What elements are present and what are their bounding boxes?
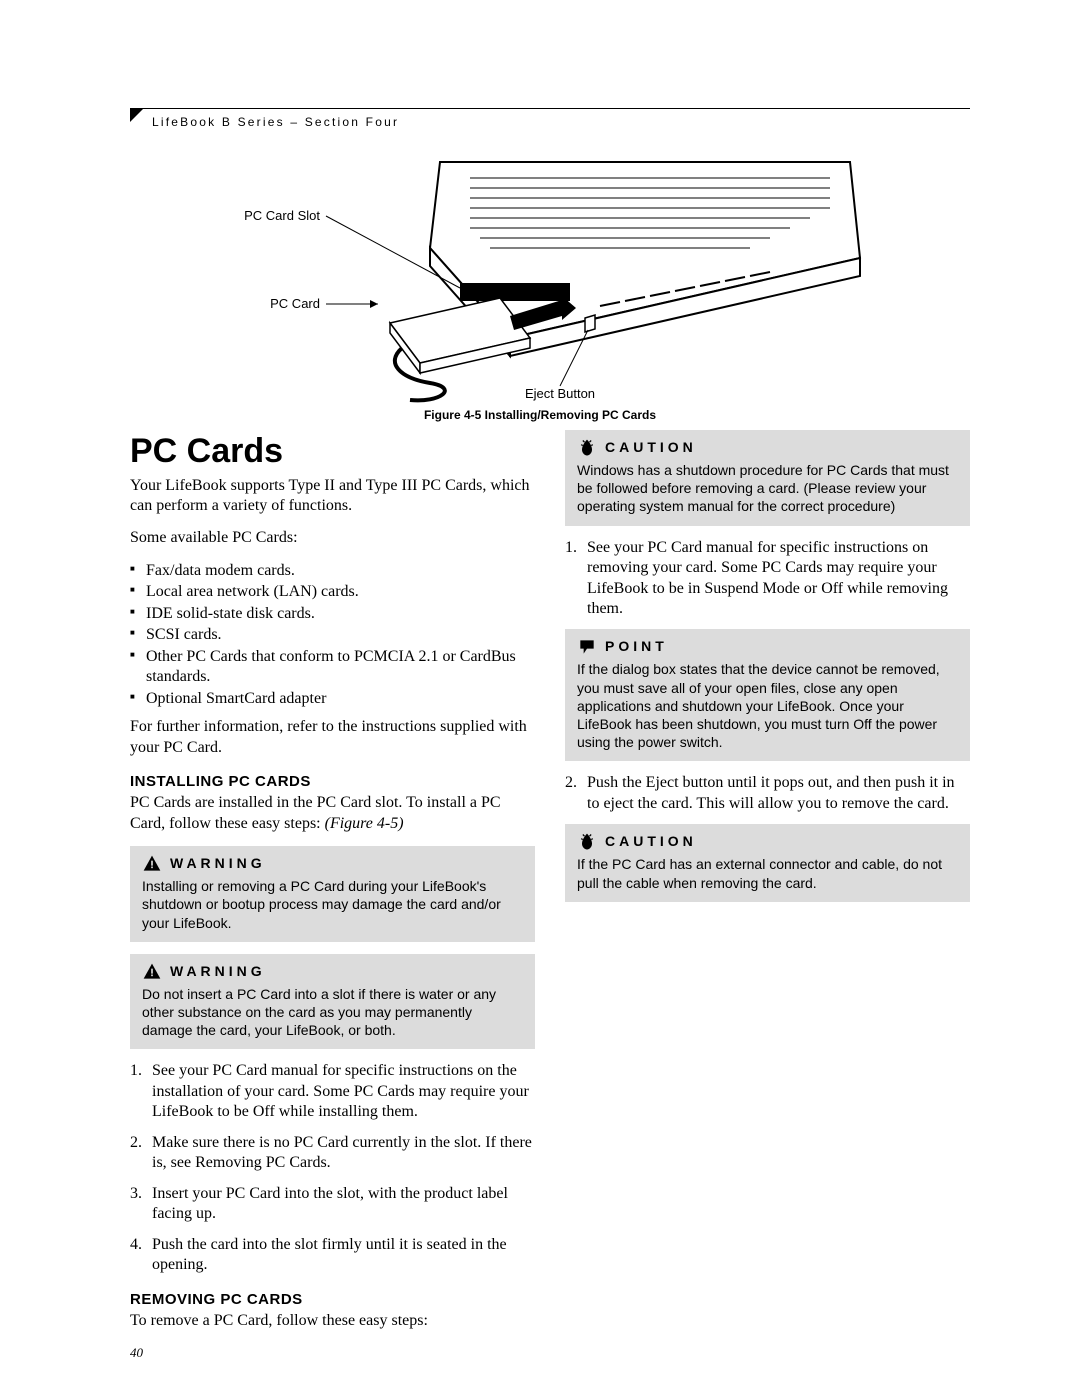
warning-label: WARNING [170, 963, 266, 981]
point-callout: POINT If the dialog box states that the … [565, 629, 970, 761]
post-bullets: For further information, refer to the in… [130, 717, 535, 758]
caution-body: If the PC Card has an external connector… [577, 855, 958, 891]
list-item: IDE solid-state disk cards. [130, 604, 535, 624]
manual-page: LifeBook B Series – Section Four [0, 0, 1080, 1397]
install-heading: INSTALLING PC CARDS [130, 772, 535, 791]
figure-area: PC Card Slot PC Card Eject Button [130, 148, 970, 418]
remove-step-1: See your PC Card manual for specific ins… [565, 538, 970, 620]
warning-icon [142, 962, 162, 982]
warning-icon [142, 854, 162, 874]
list-item: SCSI cards. [130, 625, 535, 645]
list-item: See your PC Card manual for specific ins… [130, 1061, 535, 1122]
header-rule [130, 108, 970, 109]
remove-step-2: Push the Eject button until it pops out,… [565, 773, 970, 814]
caution-body: Windows has a shutdown procedure for PC … [577, 461, 958, 516]
intro-text: Your LifeBook supports Type II and Type … [130, 476, 535, 517]
page-number: 40 [130, 1345, 143, 1361]
point-body: If the dialog box states that the device… [577, 660, 958, 751]
bullet-list: Fax/data modem cards. Local area network… [130, 561, 535, 709]
running-head: LifeBook B Series – Section Four [152, 115, 399, 129]
figure-illustration: PC Card Slot PC Card Eject Button [130, 148, 970, 418]
list-item: Local area network (LAN) cards. [130, 582, 535, 602]
list-item: See your PC Card manual for specific ins… [565, 538, 970, 620]
caution-callout: CAUTION If the PC Card has an external c… [565, 824, 970, 901]
list-item: Make sure there is no PC Card currently … [130, 1133, 535, 1174]
warning-label: WARNING [170, 855, 266, 873]
remove-heading: REMOVING PC CARDS [130, 1290, 535, 1309]
point-label: POINT [605, 638, 668, 656]
fig-label-slot: PC Card Slot [244, 208, 320, 223]
warning-body: Do not insert a PC Card into a slot if t… [142, 985, 523, 1040]
figure-ref: (Figure 4-5) [325, 815, 404, 832]
intro-text: PC Cards are installed in the PC Card sl… [130, 794, 501, 831]
caution-icon [577, 832, 597, 852]
list-item: Push the Eject button until it pops out,… [565, 773, 970, 814]
install-steps-34: Insert your PC Card into the slot, with … [130, 1184, 535, 1276]
warning-callout: WARNING Installing or removing a PC Card… [130, 846, 535, 942]
list-item: Insert your PC Card into the slot, with … [130, 1184, 535, 1225]
point-icon [577, 637, 597, 657]
install-intro: PC Cards are installed in the PC Card sl… [130, 793, 535, 834]
list-item: Fax/data modem cards. [130, 561, 535, 581]
list-item: Other PC Cards that conform to PCMCIA 2.… [130, 647, 535, 688]
warning-callout: WARNING Do not insert a PC Card into a s… [130, 954, 535, 1050]
caution-icon [577, 438, 597, 458]
corner-tab [130, 108, 144, 122]
figure-caption: Figure 4-5 Installing/Removing PC Cards [0, 408, 1080, 422]
caution-callout: CAUTION Windows has a shutdown procedure… [565, 430, 970, 526]
list-item: Push the card into the slot firmly until… [130, 1235, 535, 1276]
install-steps-12: See your PC Card manual for specific ins… [130, 1061, 535, 1173]
available-intro: Some available PC Cards: [130, 528, 535, 548]
caution-label: CAUTION [605, 833, 697, 851]
content-columns: PC Cards Your LifeBook supports Type II … [130, 430, 970, 1347]
fig-label-eject: Eject Button [525, 386, 595, 401]
caution-label: CAUTION [605, 439, 697, 457]
warning-body: Installing or removing a PC Card during … [142, 877, 523, 932]
page-title: PC Cards [130, 430, 535, 474]
list-item: Optional SmartCard adapter [130, 689, 535, 709]
remove-intro: To remove a PC Card, follow these easy s… [130, 1311, 535, 1331]
fig-label-card: PC Card [270, 296, 320, 311]
